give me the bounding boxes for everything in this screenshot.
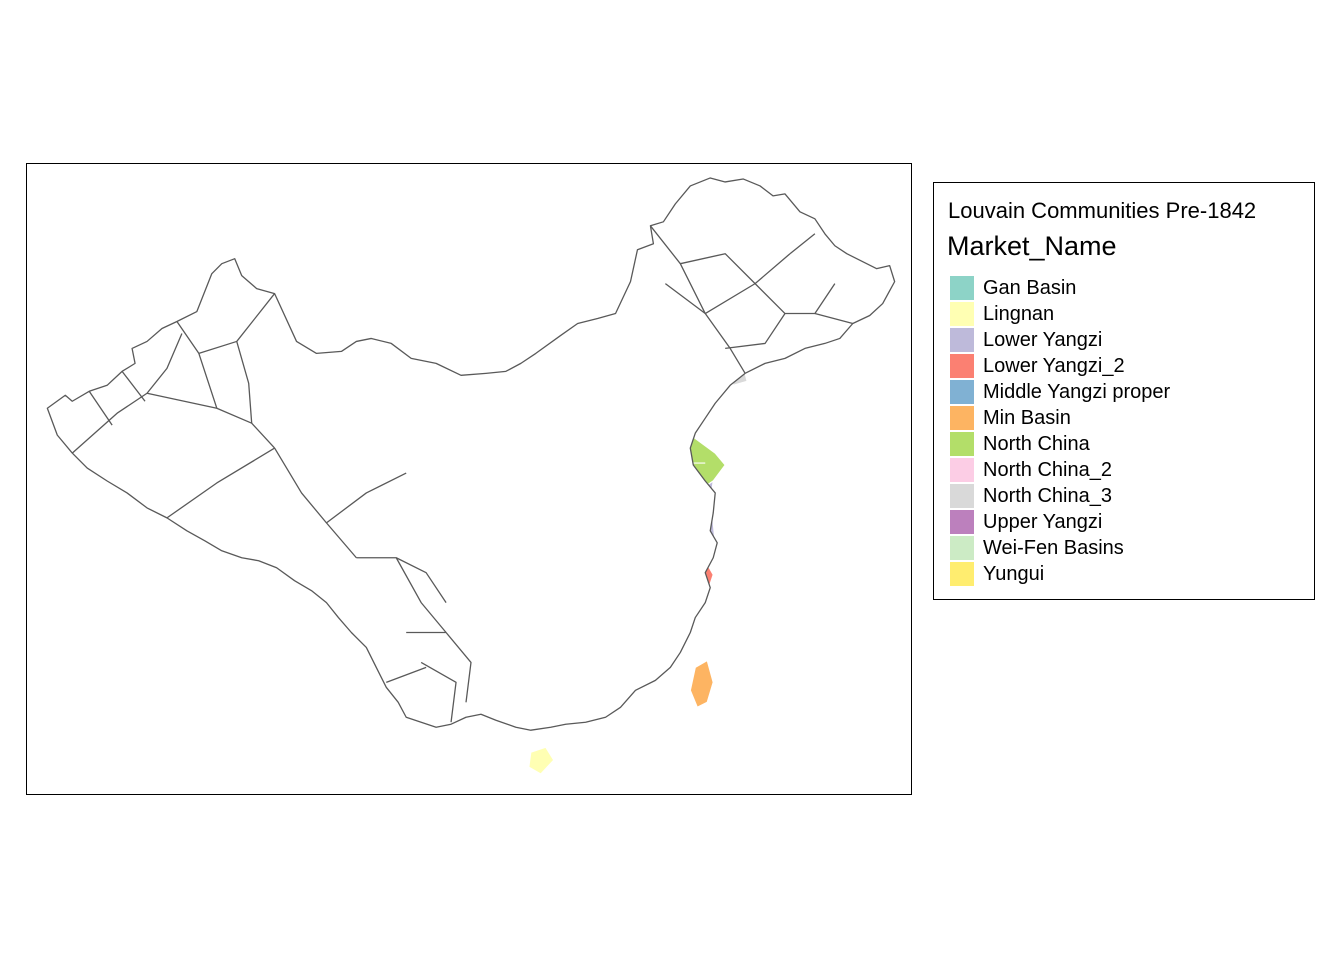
legend-swatch (950, 510, 974, 534)
map-legend: Louvain Communities Pre-1842 Market_Name… (933, 182, 1315, 600)
legend-items: Gan Basin Lingnan Lower Yangzi Lower Yangzi… (950, 275, 1170, 587)
legend-label: Yungui (983, 563, 1044, 586)
legend-title: Louvain Communities Pre-1842 (948, 198, 1256, 224)
china-voronoi-map (27, 164, 911, 794)
legend-label: North China_3 (983, 485, 1112, 508)
market-region (690, 660, 713, 707)
legend-label: Upper Yangzi (983, 511, 1102, 534)
legend-item: Lower Yangzi_2 (950, 353, 1170, 379)
legend-item: Min Basin (950, 405, 1170, 431)
legend-item: North China (950, 431, 1170, 457)
legend-subtitle: Market_Name (947, 231, 1117, 262)
legend-swatch (950, 380, 974, 404)
legend-label: Lower Yangzi (983, 329, 1102, 352)
legend-swatch (950, 354, 974, 378)
legend-item: Upper Yangzi (950, 509, 1170, 535)
legend-label: North China (983, 433, 1090, 456)
legend-label: Wei-Fen Basins (983, 537, 1124, 560)
region-outlines (47, 178, 894, 730)
legend-swatch (950, 484, 974, 508)
legend-item: Yungui (950, 561, 1170, 587)
legend-item: Lower Yangzi (950, 327, 1170, 353)
legend-item: Gan Basin (950, 275, 1170, 301)
legend-item: North China_2 (950, 457, 1170, 483)
legend-swatch (950, 276, 974, 300)
legend-swatch (950, 562, 974, 586)
legend-item: Middle Yangzi proper (950, 379, 1170, 405)
legend-swatch (950, 406, 974, 430)
legend-label: Lower Yangzi_2 (983, 355, 1125, 378)
legend-label: Min Basin (983, 407, 1071, 430)
legend-label: Lingnan (983, 303, 1054, 326)
legend-label: Gan Basin (983, 277, 1076, 300)
legend-swatch (950, 302, 974, 326)
legend-item: Wei-Fen Basins (950, 535, 1170, 561)
legend-swatch (950, 458, 974, 482)
legend-item: Lingnan (950, 301, 1170, 327)
market-region (529, 747, 554, 774)
map-panel (26, 163, 912, 795)
country-outline (47, 178, 894, 730)
legend-label: Middle Yangzi proper (983, 381, 1170, 404)
legend-swatch (950, 536, 974, 560)
legend-swatch (950, 328, 974, 352)
legend-swatch (950, 432, 974, 456)
legend-label: North China_2 (983, 459, 1112, 482)
legend-item: North China_3 (950, 483, 1170, 509)
